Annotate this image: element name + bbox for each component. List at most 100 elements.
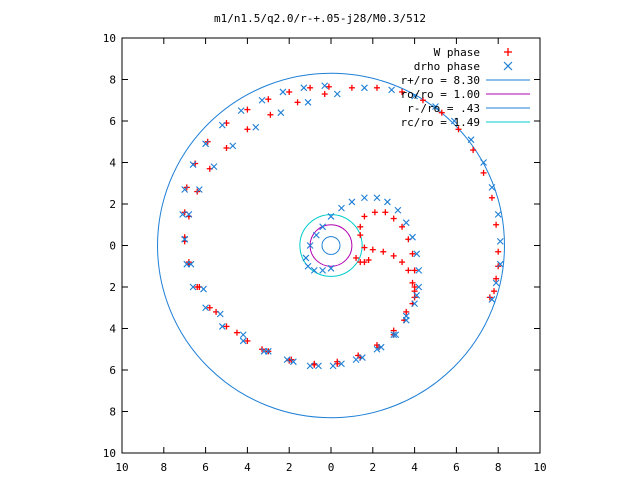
drho-phase-point: [195, 186, 203, 193]
y-tick-label: 10: [103, 447, 116, 460]
drho-phase-point: [488, 296, 496, 303]
drho-phase-point: [413, 250, 421, 258]
x-tick-label: 0: [328, 461, 335, 474]
drho-phase-point: [310, 267, 318, 274]
w-phase-point: [371, 209, 378, 216]
drho-phase-point: [373, 345, 381, 353]
w-phase-point: [390, 252, 397, 259]
drho-phase-point: [488, 184, 496, 191]
drho-phase-point: [210, 163, 218, 171]
drho-phase-point: [352, 356, 360, 364]
drho-phase-point: [415, 267, 423, 274]
drho-phase-point: [411, 92, 418, 100]
y-tick-label: 0: [109, 240, 116, 253]
y-tick-label: 6: [109, 364, 116, 377]
w-phase-point: [244, 126, 251, 133]
w-phase-point: [325, 83, 332, 90]
w-phase-point: [403, 308, 410, 315]
drho-phase-point: [384, 198, 391, 206]
w-phase-point: [405, 267, 412, 274]
w-phase-point: [361, 213, 368, 220]
circle-rc: [299, 214, 363, 277]
drho-phase-point: [338, 360, 345, 368]
drho-phase-point: [338, 204, 345, 212]
x-tick-label: 4: [411, 461, 418, 474]
w-phase-point: [365, 257, 372, 264]
x-tick-label: 10: [115, 461, 128, 474]
drho-phase-point: [333, 90, 341, 98]
legend-label: rc/ro = 1.49: [401, 116, 480, 129]
w-phase-point: [419, 97, 426, 104]
drho-phase-point: [237, 107, 245, 115]
x-tick-label: 2: [286, 461, 293, 474]
drho-phase-point: [181, 186, 189, 193]
w-phase-point: [399, 88, 406, 95]
drho-phase-point: [239, 337, 247, 345]
drho-phase-point: [467, 136, 475, 144]
x-tick-label: 8: [160, 461, 167, 474]
w-phase-point: [265, 96, 272, 103]
drho-phase-point: [394, 206, 402, 214]
y-tick-label: 4: [109, 157, 116, 170]
w-phase-point: [399, 259, 406, 266]
w-phase-point: [382, 209, 389, 216]
w-phase-point: [267, 111, 274, 118]
drho-phase-point: [450, 117, 458, 125]
circle-ro: [309, 224, 353, 267]
drho-phase-point: [327, 264, 335, 272]
drho-phase-point: [358, 354, 366, 361]
w-phase-point: [357, 232, 364, 239]
w-phase-point: [223, 144, 230, 151]
y-tick-label: 2: [109, 281, 116, 294]
x-tick-label: 2: [369, 461, 376, 474]
drho-phase-point: [306, 242, 314, 249]
w-phase-point: [390, 215, 397, 222]
drho-phase-point: [306, 362, 314, 370]
w-phase-point: [380, 248, 387, 255]
w-phase-point: [244, 106, 251, 113]
w-phase-point: [286, 88, 293, 95]
drho-phase-point: [361, 194, 368, 202]
legend-label: r-/ro = .43: [407, 102, 480, 115]
w-phase-point: [488, 194, 495, 201]
drho-phase-point: [183, 260, 191, 268]
drho-phase-point: [348, 198, 356, 206]
drho-phase-point: [218, 323, 226, 330]
drho-phase-point: [411, 300, 418, 307]
w-phase-point: [455, 126, 462, 133]
drho-phase-point: [302, 254, 310, 262]
y-tick-label: 4: [109, 323, 116, 336]
drho-phase-point: [413, 291, 421, 299]
drho-phase-point: [216, 310, 224, 318]
drho-phase-point: [304, 262, 312, 270]
x-tick-label: 6: [202, 461, 209, 474]
legend-label: drho phase: [414, 60, 480, 73]
drho-phase-point: [373, 194, 381, 202]
circle-r-: [157, 72, 505, 419]
drho-phase-point: [388, 86, 395, 94]
circle-r-: [321, 236, 341, 255]
w-phase-point: [493, 275, 500, 282]
drho-phase-point: [415, 283, 423, 291]
drho-phase-point: [239, 331, 247, 339]
drho-phase-point: [181, 235, 189, 243]
w-phase-point: [244, 337, 251, 344]
w-phase-point: [495, 248, 502, 255]
drho-phase-point: [202, 140, 209, 148]
w-phase-point: [357, 223, 364, 230]
legend-label: ro/ro = 1.00: [401, 88, 480, 101]
drho-phase-point: [492, 279, 500, 287]
drho-phase-point: [390, 331, 398, 339]
w-phase-point: [307, 84, 314, 91]
w-phase-point: [294, 99, 301, 106]
drho-phase-point: [258, 96, 266, 104]
drho-phase-point: [392, 331, 400, 339]
drho-phase-point: [279, 88, 287, 96]
drho-phase-point: [321, 82, 329, 90]
w-phase-point: [206, 304, 213, 311]
drho-phase-point: [409, 233, 416, 241]
w-phase-point: [491, 288, 498, 295]
